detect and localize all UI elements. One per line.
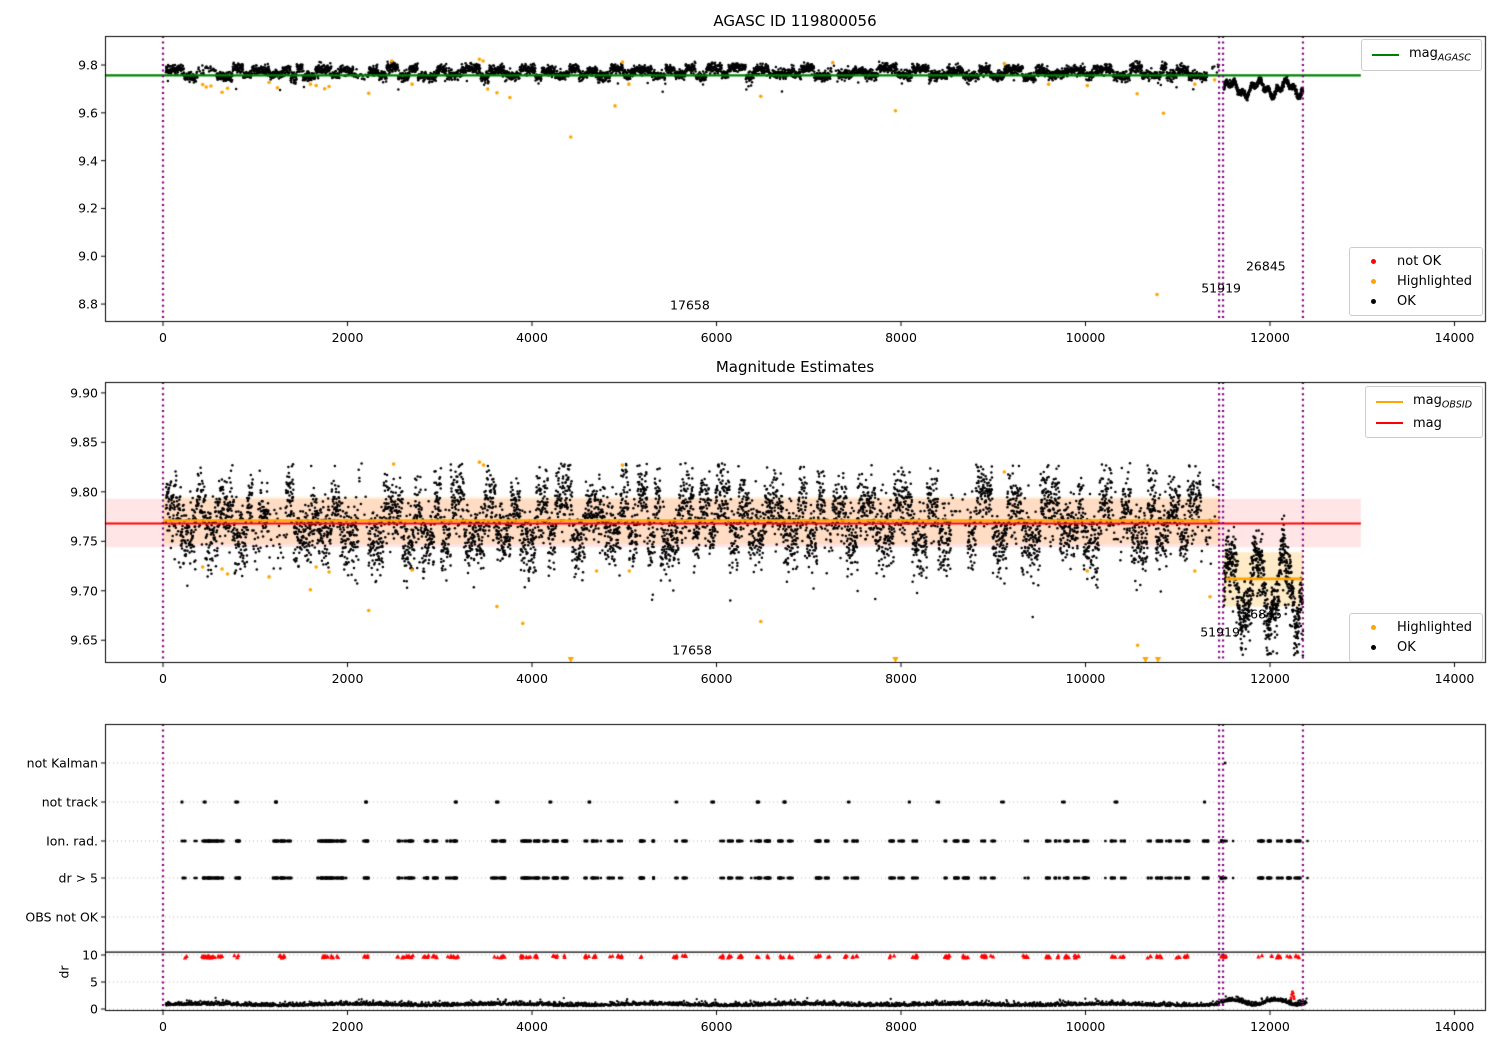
x-tick-label: 2000 <box>331 1019 364 1034</box>
x-tick-label: 12000 <box>1250 330 1290 345</box>
legend-upper-right: magAGASC <box>1361 39 1482 71</box>
legend-line-swatch <box>1372 53 1399 56</box>
x-tick-label: 6000 <box>700 1019 733 1034</box>
legend-label: Highlighted <box>1397 274 1472 289</box>
legend-line-swatch <box>1376 422 1403 425</box>
x-tick-label: 0 <box>159 671 167 686</box>
x-tick-label: 10000 <box>1065 1019 1106 1034</box>
obsid-annotation: 26845 <box>1245 258 1286 274</box>
legend-entry: Highlighted <box>1360 274 1472 289</box>
x-tick-label: 14000 <box>1434 671 1475 686</box>
y-tick-label: 8.8 <box>78 296 98 312</box>
y-tick-label: 9.0 <box>78 248 98 264</box>
legend-dot <box>1371 299 1376 304</box>
x-tick-label: 10000 <box>1065 330 1106 345</box>
y-tick-label: 9.85 <box>70 434 98 450</box>
x-tick-label: 6000 <box>700 671 733 686</box>
y-tick-label: 9.6 <box>78 105 98 121</box>
legend-dot <box>1371 259 1376 264</box>
x-tick-label: 10000 <box>1065 671 1106 686</box>
y-tick-label: 9.75 <box>70 533 98 549</box>
obsid-annotation: 51919 <box>1200 624 1240 640</box>
x-tick-label: 8000 <box>885 1019 917 1034</box>
panel1-title: AGASC ID 119800056 <box>713 12 877 30</box>
y-tick-label: 9.2 <box>78 200 98 216</box>
legend-dot <box>1371 279 1376 284</box>
legend-line-swatch <box>1376 400 1403 403</box>
legend-entry: OK <box>1360 294 1472 309</box>
flag-row-label: not Kalman <box>26 755 98 771</box>
x-tick-label: 12000 <box>1250 671 1290 686</box>
flag-row-label: Ion. rad. <box>46 833 98 849</box>
x-tick-label: 0 <box>159 330 167 345</box>
legend-upper-right: magOBSID mag <box>1365 386 1484 438</box>
legend-lower-right: Highlighted OK <box>1349 613 1483 662</box>
x-tick-label: 14000 <box>1434 330 1475 345</box>
x-tick-label: 2000 <box>331 671 364 686</box>
flag-row-label: not track <box>41 794 98 810</box>
y-tick-label: 9.80 <box>70 484 98 500</box>
legend-label: Highlighted <box>1397 620 1472 635</box>
y-tick-label: 9.90 <box>70 385 98 401</box>
legend-label: OK <box>1397 640 1416 655</box>
flag-row-label: dr > 5 <box>58 870 98 886</box>
legend-label: OK <box>1397 294 1416 309</box>
x-tick-label: 12000 <box>1250 1019 1290 1034</box>
y-tick-label: 9.8 <box>78 57 98 73</box>
obsid-annotation: 17658 <box>670 297 710 313</box>
y-tick-label: 9.65 <box>70 632 98 648</box>
legend-entry: OK <box>1360 640 1472 655</box>
legend-dot-swatch <box>1360 625 1387 630</box>
dr-tick-label: 10 <box>82 947 98 963</box>
y-tick-label: 9.4 <box>78 153 98 169</box>
flag-row-label: OBS not OK <box>25 909 98 925</box>
legend-lower-right: not OK Highlighted OK <box>1349 247 1483 316</box>
dr-tick-label: 5 <box>90 974 98 990</box>
legend-dot-swatch <box>1360 279 1387 284</box>
x-tick-label: 4000 <box>516 1019 548 1034</box>
legend-entry: Highlighted <box>1360 620 1472 635</box>
legend-dot <box>1371 645 1376 650</box>
x-tick-label: 0 <box>159 1019 167 1034</box>
obsid-annotation: 17658 <box>672 642 712 658</box>
legend-entry: mag <box>1376 416 1472 431</box>
x-tick-label: 14000 <box>1434 1019 1475 1034</box>
x-tick-label: 4000 <box>516 330 548 345</box>
legend-label: mag <box>1413 415 1442 431</box>
legend-dot-swatch <box>1360 259 1387 264</box>
dr-tick-label: 0 <box>90 1001 98 1017</box>
x-tick-label: 8000 <box>885 671 917 686</box>
x-tick-label: 4000 <box>516 671 548 686</box>
legend-entry: not OK <box>1360 254 1472 269</box>
x-tick-label: 8000 <box>885 330 917 345</box>
legend-dot <box>1371 625 1376 630</box>
obsid-annotation: 26845 <box>1242 606 1282 622</box>
legend-label: magAGASC <box>1409 46 1471 64</box>
x-tick-label: 2000 <box>331 330 364 345</box>
legend-entry: magOBSID <box>1376 393 1472 411</box>
obsid-annotation: 51919 <box>1201 280 1241 296</box>
legend-label: not OK <box>1397 254 1442 269</box>
legend-entry: magAGASC <box>1372 46 1471 64</box>
legend-dot-swatch <box>1360 299 1387 304</box>
panel2-title: Magnitude Estimates <box>715 358 875 376</box>
x-tick-label: 6000 <box>700 330 733 345</box>
y-tick-label: 9.70 <box>70 583 98 599</box>
legend-label: magOBSID <box>1413 393 1473 411</box>
legend-dot-swatch <box>1360 645 1387 650</box>
